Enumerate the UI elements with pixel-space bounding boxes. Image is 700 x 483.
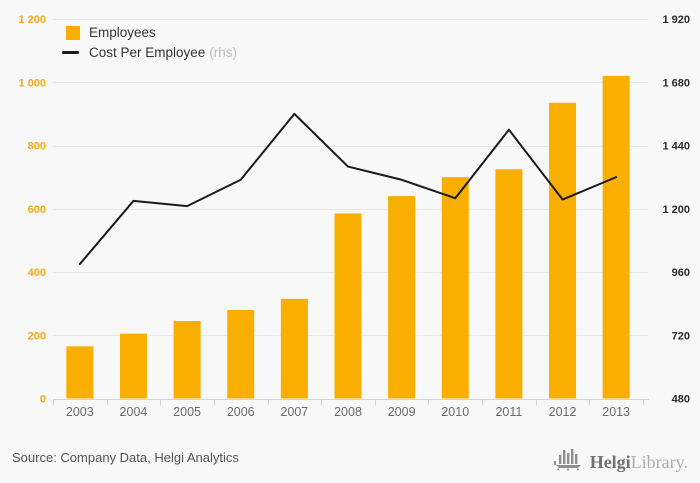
legend-item-cost-per-employee[interactable]: Cost Per Employee (rhs) bbox=[62, 45, 237, 60]
footer: Source: Company Data, Helgi Analytics He… bbox=[0, 432, 700, 483]
logo-text-library: Library. bbox=[630, 451, 688, 472]
left-axis-tick-label: 1 200 bbox=[18, 14, 46, 26]
left-axis-tick-label: 1 000 bbox=[18, 77, 46, 89]
legend-label-cost: Cost Per Employee bbox=[89, 45, 206, 60]
left-axis-tick-label: 800 bbox=[28, 141, 46, 153]
x-axis-label-2011: 2011 bbox=[495, 405, 522, 419]
bar-2009[interactable] bbox=[388, 196, 416, 399]
x-axis-label-2005: 2005 bbox=[173, 405, 201, 419]
legend-icon-slot bbox=[62, 25, 84, 40]
bar-2004[interactable] bbox=[119, 333, 147, 399]
left-axis-tick-label: 200 bbox=[28, 330, 46, 342]
cost-per-employee-line[interactable] bbox=[78, 112, 618, 266]
bar-2005[interactable] bbox=[173, 321, 201, 399]
right-axis-tick-label: 480 bbox=[672, 394, 690, 406]
x-axis-label-2010: 2010 bbox=[441, 405, 469, 419]
bar-2003[interactable] bbox=[66, 346, 94, 399]
right-axis-tick-label: 1 920 bbox=[662, 14, 690, 26]
x-axis-label-2012: 2012 bbox=[549, 405, 577, 419]
legend-label-cost-suffix: (rhs) bbox=[209, 45, 238, 60]
right-axis-tick-label: 720 bbox=[672, 330, 690, 342]
right-axis-tick-label: 1 440 bbox=[662, 141, 690, 153]
logo-text-helgi: Helgi bbox=[589, 451, 631, 472]
bar-2011[interactable] bbox=[495, 169, 523, 399]
x-axis-label-2008: 2008 bbox=[334, 405, 362, 419]
right-axis-tick-label: 1 680 bbox=[662, 77, 690, 89]
left-axis-tick-label: 600 bbox=[28, 204, 46, 216]
legend: Employees Cost Per Employee (rhs) bbox=[62, 25, 237, 60]
legend-item-employees[interactable]: Employees bbox=[62, 25, 237, 40]
bar-2012[interactable] bbox=[549, 102, 577, 399]
x-axis-label-2007: 2007 bbox=[280, 405, 308, 419]
employees-swatch-icon bbox=[66, 25, 80, 40]
left-axis-tick-label: 400 bbox=[28, 267, 46, 279]
helgi-logo-icon bbox=[553, 448, 581, 470]
helgi-library-logo[interactable]: HelgiLibrary. bbox=[553, 445, 688, 471]
x-axis-label-2004: 2004 bbox=[120, 405, 148, 419]
cost-line-swatch-icon bbox=[62, 51, 79, 54]
source-text: Source: Company Data, Helgi Analytics bbox=[12, 450, 239, 465]
bar-2007[interactable] bbox=[280, 298, 308, 399]
x-axis-label-2009: 2009 bbox=[388, 405, 416, 419]
x-axis-label-2003: 2003 bbox=[66, 405, 94, 419]
left-axis-tick-label: 0 bbox=[40, 394, 46, 406]
x-axis-label-2006: 2006 bbox=[227, 405, 255, 419]
x-axis-label-2013: 2013 bbox=[602, 405, 630, 419]
chart-area: 0 200 400 600 800 1 000 1 200 480 720 960 1 200 1 4… bbox=[18, 14, 690, 419]
right-axis-tick-label: 1 200 bbox=[662, 204, 690, 216]
bar-2013[interactable] bbox=[602, 75, 630, 399]
legend-label-employees: Employees bbox=[89, 25, 156, 40]
right-axis-tick-label: 960 bbox=[672, 267, 690, 279]
logo-text: HelgiLibrary. bbox=[590, 453, 688, 471]
bar-2008[interactable] bbox=[334, 213, 362, 399]
employees-cost-chart: 0 200 400 600 800 1 000 1 200 480 720 960 1 200 1 4… bbox=[18, 14, 690, 419]
bar-2010[interactable] bbox=[441, 177, 469, 399]
legend-icon-slot bbox=[62, 51, 84, 54]
bar-2006[interactable] bbox=[227, 309, 255, 399]
